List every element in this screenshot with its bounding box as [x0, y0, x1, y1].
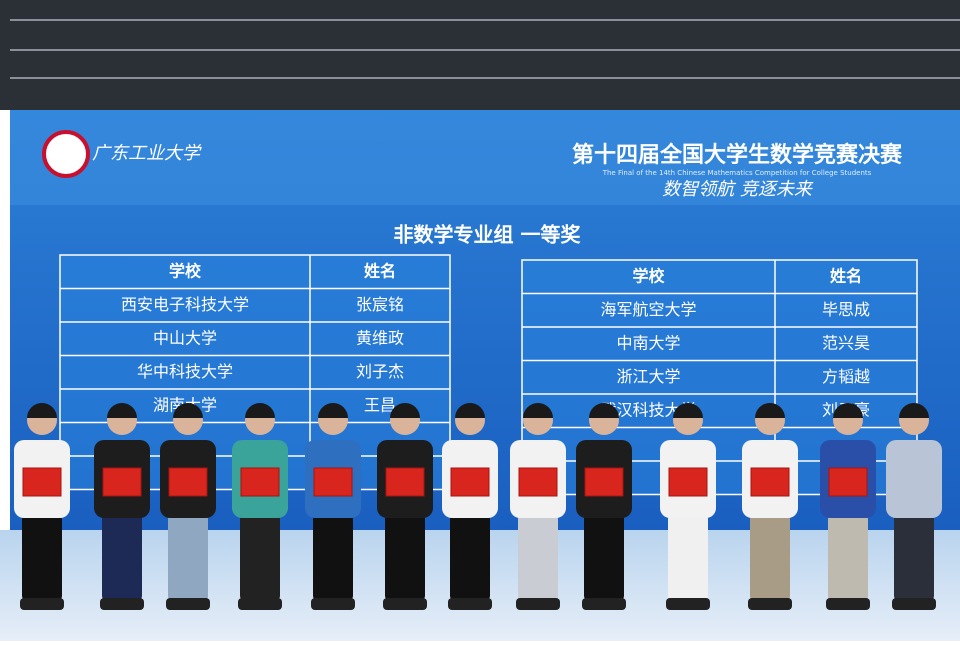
table-cell: 方韬越 [822, 367, 870, 386]
person [160, 403, 216, 610]
table-cell: 刘子杰 [356, 362, 404, 381]
shoes [448, 598, 492, 610]
certificate [313, 467, 353, 497]
person [94, 403, 150, 610]
shoes [826, 598, 870, 610]
legs [894, 515, 934, 600]
table-cell: 西安电子科技大学 [121, 295, 249, 314]
title: 第十四届全国大学生数学竞赛决赛 [572, 142, 903, 168]
certificate [385, 467, 425, 497]
person [232, 403, 288, 610]
hair [589, 403, 619, 418]
hair [173, 403, 203, 418]
person [510, 403, 566, 610]
table-cell: 王昌 [364, 395, 396, 414]
shoes [748, 598, 792, 610]
person [886, 403, 942, 610]
hair [833, 403, 863, 418]
table-cell: 华中科技大学 [137, 362, 233, 381]
slogan: 数智领航 竞逐未来 [662, 179, 814, 200]
certificate [750, 467, 790, 497]
table-cell: 黄维政 [356, 328, 404, 347]
person [660, 403, 716, 610]
legs [750, 515, 790, 600]
certificate [668, 467, 708, 497]
shoes [582, 598, 626, 610]
awardees [14, 403, 942, 610]
screen-banner [10, 110, 960, 205]
logo-text: 广东工业大学 [92, 143, 202, 164]
section-heading: 非数学专业组 一等奖 [394, 223, 582, 247]
shoes [516, 598, 560, 610]
shoes [383, 598, 427, 610]
table-header: 姓名 [830, 266, 862, 285]
person [742, 403, 798, 610]
ceiling [0, 0, 960, 110]
certificate [168, 467, 208, 497]
shoes [892, 598, 936, 610]
hair [899, 403, 929, 418]
legs [313, 515, 353, 600]
shoes [311, 598, 355, 610]
shoes [100, 598, 144, 610]
table-cell: 毕思成 [822, 300, 870, 319]
legs [584, 515, 624, 600]
hair [755, 403, 785, 418]
shoes [20, 598, 64, 610]
legs [102, 515, 142, 600]
hair [673, 403, 703, 418]
table-cell: 武汉科技大学 [600, 400, 696, 419]
certificate [450, 467, 490, 497]
hair [27, 403, 57, 418]
certificate [828, 467, 868, 497]
shoes [666, 598, 710, 610]
table-header: 学校 [169, 261, 202, 280]
legs [828, 515, 868, 600]
legs [518, 515, 558, 600]
table-header: 姓名 [364, 261, 396, 280]
certificate [518, 467, 558, 497]
person [820, 403, 876, 610]
hair [523, 403, 553, 418]
railing [10, 19, 960, 79]
legs [385, 515, 425, 600]
table-header: 学校 [632, 266, 665, 285]
logo-emblem [42, 130, 90, 178]
shoes [238, 598, 282, 610]
certificate [584, 467, 624, 497]
certificate [102, 467, 142, 497]
hair [107, 403, 137, 418]
table-cell: 海军航空大学 [600, 300, 696, 319]
legs [450, 515, 490, 600]
person [442, 403, 498, 610]
person [377, 403, 433, 610]
legs [668, 515, 708, 600]
hair [318, 403, 348, 418]
person [14, 403, 70, 610]
hair [390, 403, 420, 418]
legs [240, 515, 280, 600]
table-cell: 中南大学 [616, 333, 680, 352]
table-cell: 范兴昊 [822, 333, 870, 352]
legs [168, 515, 208, 600]
table-cell: 浙江大学 [616, 367, 680, 386]
hair [455, 403, 485, 418]
certificate [22, 467, 62, 497]
shoes [166, 598, 210, 610]
table-cell: 中山大学 [153, 328, 217, 347]
person [305, 403, 361, 610]
hair [245, 403, 275, 418]
person [576, 403, 632, 610]
torso [886, 440, 942, 518]
certificate [240, 467, 280, 497]
legs [22, 515, 62, 600]
table-cell: 张宸铭 [356, 295, 404, 314]
subtitle: The Final of the 14th Chinese Mathematic… [602, 169, 872, 177]
